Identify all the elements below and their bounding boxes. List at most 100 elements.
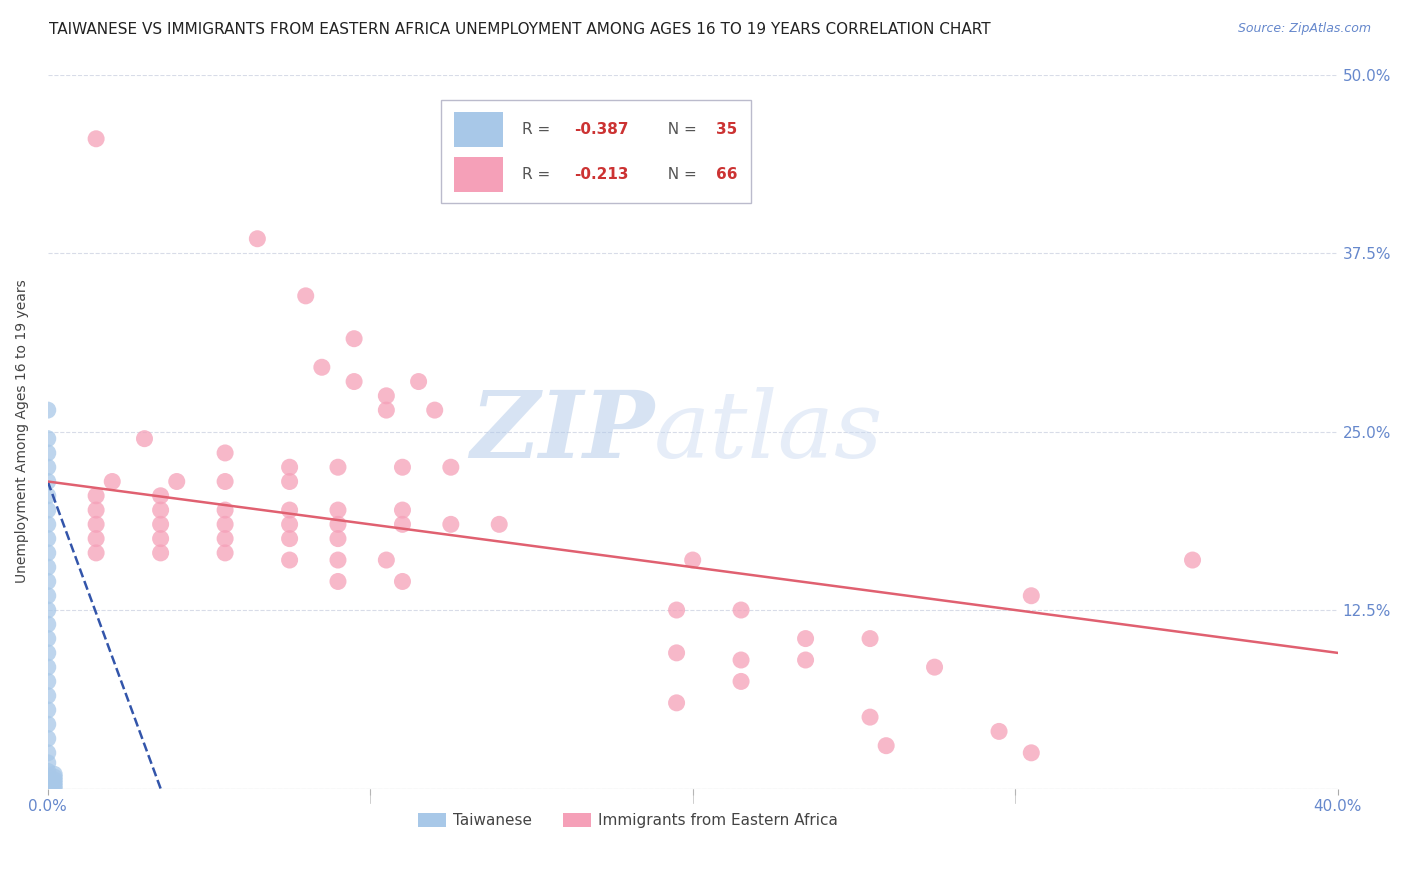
Point	[488, 517, 510, 532]
Point	[375, 389, 398, 403]
Y-axis label: Unemployment Among Ages 16 to 19 years: Unemployment Among Ages 16 to 19 years	[15, 280, 30, 583]
Point	[391, 517, 413, 532]
Point	[391, 574, 413, 589]
Point	[44, 772, 66, 787]
Point	[37, 432, 59, 446]
Point	[665, 696, 688, 710]
Point	[37, 546, 59, 560]
Text: ZIP: ZIP	[470, 386, 654, 476]
Point	[440, 517, 463, 532]
Point	[1019, 589, 1042, 603]
Point	[924, 660, 946, 674]
Point	[37, 780, 59, 794]
Point	[84, 489, 107, 503]
Point	[37, 756, 59, 770]
Point	[37, 503, 59, 517]
Point	[794, 632, 817, 646]
Point	[84, 503, 107, 517]
Point	[326, 532, 349, 546]
Point	[730, 653, 752, 667]
Text: TAIWANESE VS IMMIGRANTS FROM EASTERN AFRICA UNEMPLOYMENT AMONG AGES 16 TO 19 YEA: TAIWANESE VS IMMIGRANTS FROM EASTERN AFR…	[49, 22, 991, 37]
Point	[423, 403, 446, 417]
Point	[149, 489, 172, 503]
Text: R =: R =	[523, 167, 555, 182]
Point	[278, 517, 301, 532]
Point	[665, 646, 688, 660]
Point	[37, 574, 59, 589]
Point	[665, 603, 688, 617]
Text: R =: R =	[523, 122, 555, 137]
Point	[166, 475, 188, 489]
Point	[37, 772, 59, 787]
Point	[37, 646, 59, 660]
Point	[37, 589, 59, 603]
Text: N =: N =	[658, 122, 702, 137]
Point	[44, 770, 66, 784]
Point	[84, 517, 107, 532]
Point	[37, 703, 59, 717]
Point	[1019, 746, 1042, 760]
Point	[37, 532, 59, 546]
Point	[278, 503, 301, 517]
Text: 35: 35	[716, 122, 737, 137]
Point	[214, 503, 236, 517]
Point	[859, 632, 882, 646]
Point	[214, 546, 236, 560]
Point	[730, 603, 752, 617]
Text: atlas: atlas	[654, 386, 883, 476]
Point	[440, 460, 463, 475]
Point	[343, 375, 366, 389]
Point	[214, 446, 236, 460]
Text: -0.387: -0.387	[574, 122, 628, 137]
Point	[278, 553, 301, 567]
FancyBboxPatch shape	[454, 157, 503, 192]
Point	[149, 503, 172, 517]
Point	[149, 517, 172, 532]
Point	[375, 403, 398, 417]
Point	[37, 632, 59, 646]
Point	[246, 232, 269, 246]
Legend: Taiwanese, Immigrants from Eastern Africa: Taiwanese, Immigrants from Eastern Afric…	[412, 807, 844, 834]
Point	[375, 553, 398, 567]
FancyBboxPatch shape	[441, 100, 751, 203]
Point	[326, 503, 349, 517]
Point	[37, 674, 59, 689]
Point	[37, 446, 59, 460]
Point	[101, 475, 124, 489]
Point	[37, 617, 59, 632]
Point	[44, 779, 66, 793]
Text: -0.213: -0.213	[574, 167, 628, 182]
Point	[326, 517, 349, 532]
Point	[343, 332, 366, 346]
Point	[37, 689, 59, 703]
Point	[214, 475, 236, 489]
Point	[84, 532, 107, 546]
Point	[37, 460, 59, 475]
Point	[37, 603, 59, 617]
Point	[37, 560, 59, 574]
Point	[326, 553, 349, 567]
Point	[37, 731, 59, 746]
Point	[84, 546, 107, 560]
Point	[214, 532, 236, 546]
FancyBboxPatch shape	[454, 112, 503, 146]
Point	[37, 475, 59, 489]
Point	[408, 375, 430, 389]
Point	[37, 781, 59, 796]
Point	[214, 517, 236, 532]
Point	[278, 460, 301, 475]
Point	[1181, 553, 1204, 567]
Point	[875, 739, 897, 753]
Point	[37, 403, 59, 417]
Text: Source: ZipAtlas.com: Source: ZipAtlas.com	[1237, 22, 1371, 36]
Point	[37, 660, 59, 674]
Point	[682, 553, 704, 567]
Point	[294, 289, 316, 303]
Point	[37, 764, 59, 779]
Point	[44, 767, 66, 781]
Point	[988, 724, 1011, 739]
Point	[84, 132, 107, 146]
Point	[37, 517, 59, 532]
Point	[326, 460, 349, 475]
Point	[134, 432, 156, 446]
